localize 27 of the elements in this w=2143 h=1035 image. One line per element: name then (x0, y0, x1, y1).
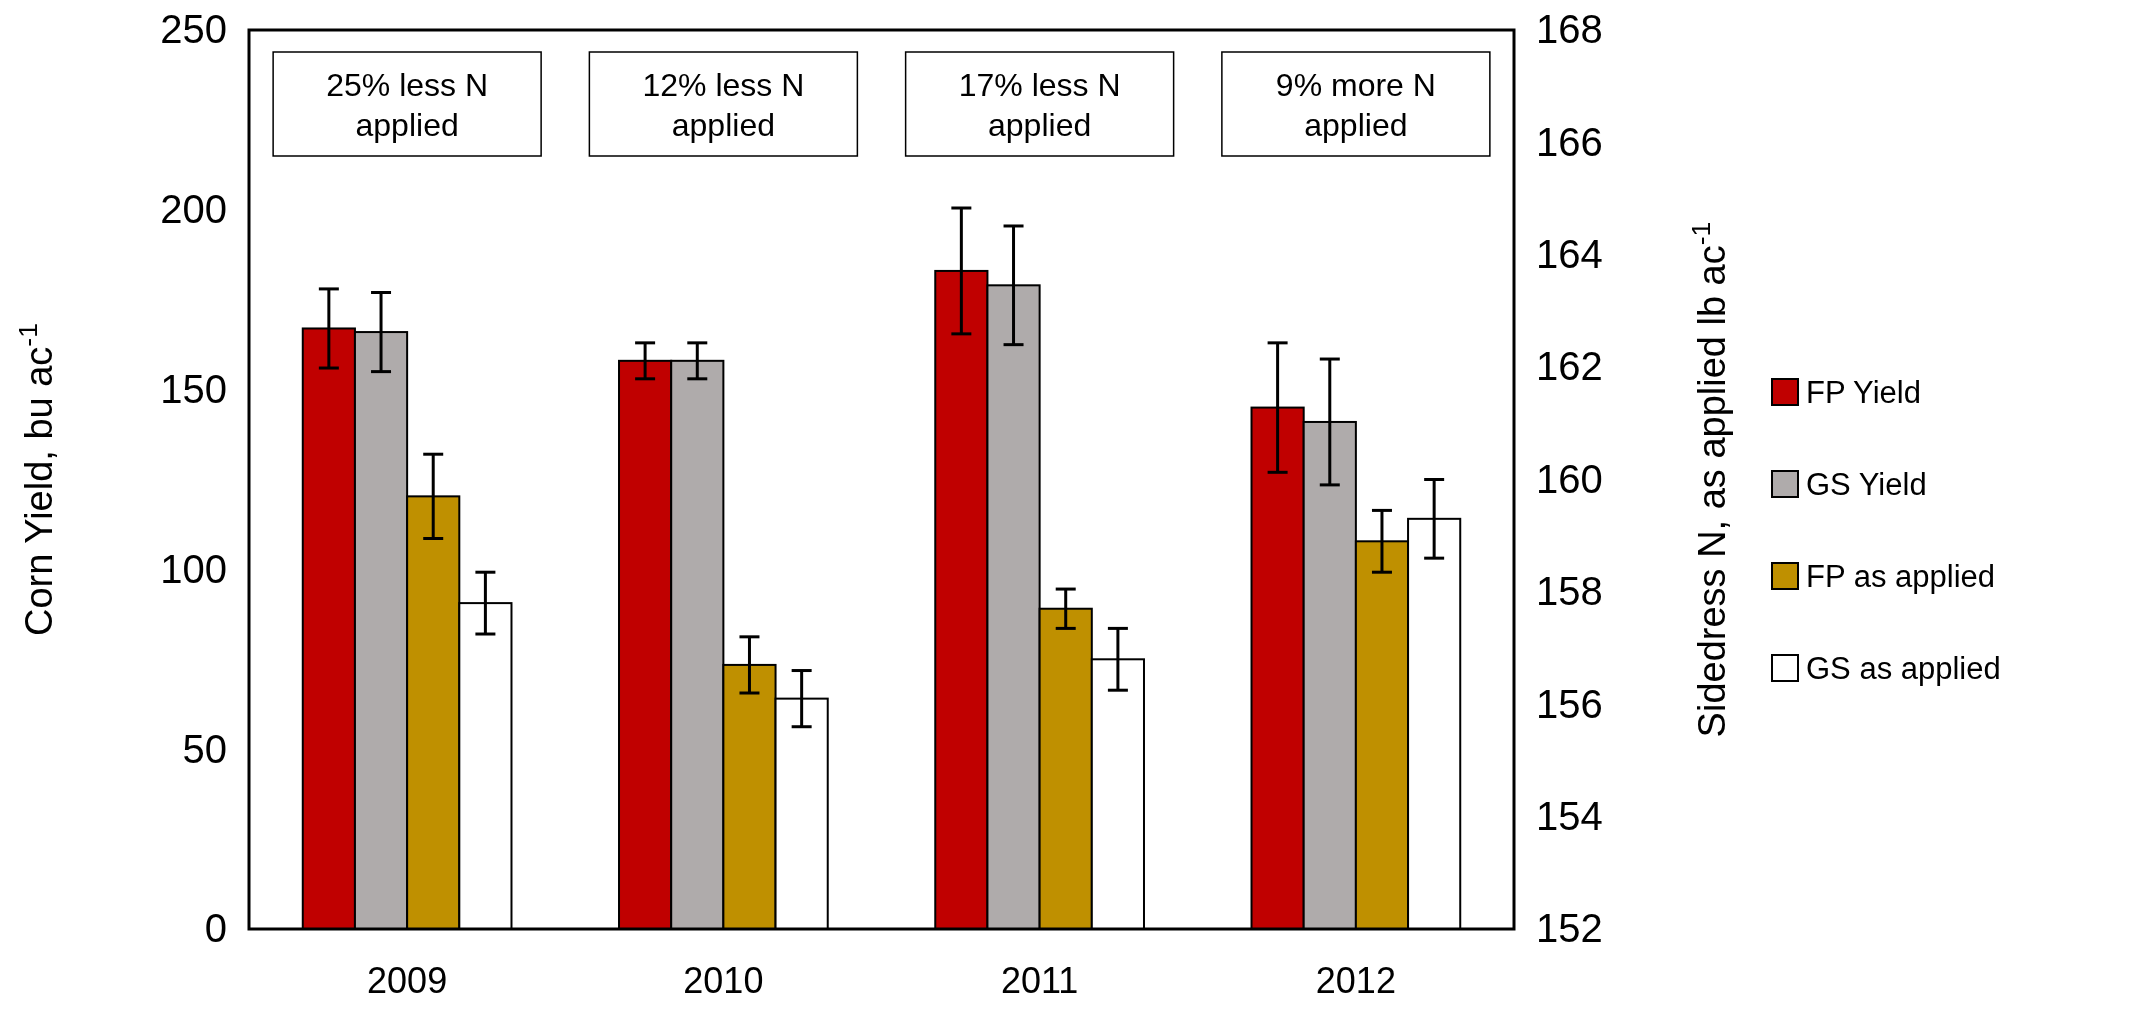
annotation: 17% less N applied (958, 67, 1121, 143)
x-tick-label: 2010 (683, 959, 764, 1001)
y2-tick-label: 160 (1536, 456, 1603, 501)
y2-tick-label: 168 (1536, 7, 1603, 52)
y2-tick-label: 164 (1536, 232, 1603, 277)
y2-tick-label: 166 (1536, 119, 1603, 164)
y-tick-label: 200 (160, 187, 227, 232)
y2-tick-label: 152 (1536, 906, 1603, 951)
legend-label: FP as applied (1806, 559, 1995, 594)
legend-label: GS Yield (1806, 467, 1927, 502)
x-tick-label: 2011 (1000, 959, 1079, 1001)
x-tick-label: 2009 (367, 959, 448, 1001)
annotation: 9% more N applied (1275, 67, 1436, 143)
y-tick-label: 100 (160, 546, 227, 591)
y-tick-label: 250 (160, 7, 227, 52)
y-tick-label: 0 (204, 906, 227, 951)
legend-label: GS as applied (1806, 651, 2001, 686)
y2-tick-label: 162 (1536, 344, 1603, 389)
y2-tick-label: 156 (1536, 681, 1603, 726)
y-tick-label: 150 (160, 366, 227, 411)
annotation: 25% less N applied (326, 67, 489, 143)
y-tick-label: 50 (182, 726, 227, 771)
legend-label: FP Yield (1806, 375, 1921, 410)
y2-tick-label: 158 (1536, 569, 1603, 614)
annotation: 12% less N applied (642, 67, 805, 143)
x-tick-label: 2012 (1315, 959, 1396, 1001)
y2-tick-label: 154 (1536, 793, 1603, 838)
